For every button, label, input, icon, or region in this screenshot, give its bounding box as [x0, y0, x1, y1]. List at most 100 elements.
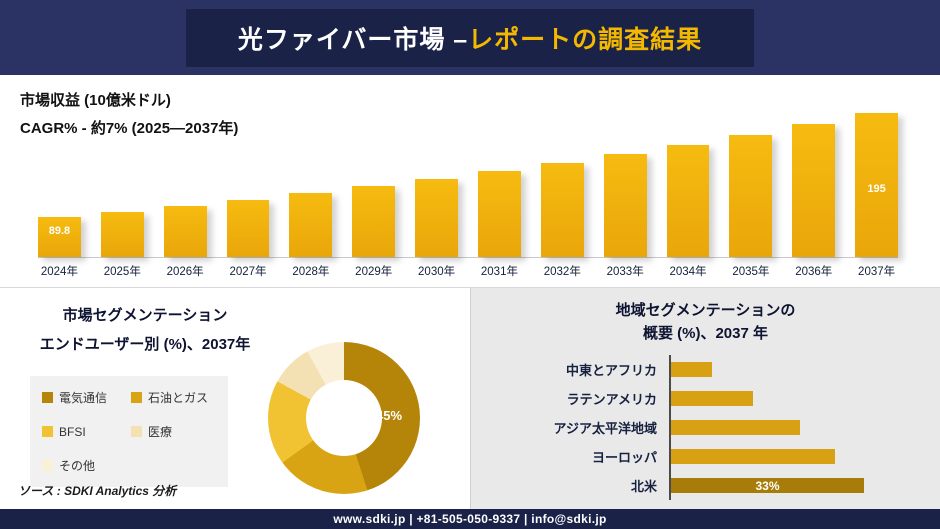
revenue-bar — [603, 154, 647, 257]
donut-hole — [306, 380, 382, 456]
revenue-bar-column — [666, 108, 710, 257]
revenue-bar-column — [603, 108, 647, 257]
revenue-bar — [729, 135, 773, 257]
revenue-bar — [478, 171, 521, 257]
revenue-bar-column — [478, 108, 521, 257]
x-axis-label: 2035年 — [732, 266, 770, 278]
x-axis-label: 2034年 — [669, 266, 707, 278]
revenue-bar: 89.8 — [38, 217, 81, 257]
region-row: 中東とアフリカ — [471, 355, 940, 384]
page-title-accent: レポートの調査結果 — [468, 25, 703, 54]
x-axis-label: 2026年 — [166, 266, 204, 278]
segmentation-title: 市場セグメンテーション エンドユーザー別 (%)、2037年 — [0, 302, 290, 359]
region-bar — [671, 420, 800, 435]
donut-value-label: 45% — [376, 408, 403, 423]
legend-label: 石油とガス — [148, 391, 209, 405]
bar-value-label: 33% — [755, 478, 780, 493]
legend-swatch — [131, 426, 142, 437]
revenue-bar-column — [226, 108, 270, 257]
footer-contact: www.sdki.jp | +81-505-050-9337 | info@sd… — [333, 512, 607, 526]
legend-item: BFSI — [42, 423, 127, 440]
revenue-chart-section: 市場収益 (10億米ドル) CAGR% - 約7% (2025―2037年) 8… — [0, 75, 940, 287]
header-title-box: 光ファイバー市場 –レポートの調査結果 — [185, 8, 755, 67]
revenue-bar-column — [163, 108, 207, 257]
region-bar-track — [669, 442, 940, 471]
x-axis-label: 2037年 — [858, 266, 896, 278]
revenue-bar — [289, 193, 333, 257]
revenue-bar — [540, 163, 584, 257]
region-row: ヨーロッパ — [471, 442, 940, 471]
x-axis-label: 2027年 — [229, 266, 267, 278]
revenue-bar-column — [729, 108, 773, 257]
source-note: ソース : SDKI Analytics 分析 — [18, 484, 177, 498]
revenue-cagr-label: CAGR% - 約7% (2025―2037年) — [20, 119, 239, 137]
page-title-main: 光ファイバー市場 – — [237, 25, 469, 54]
region-bar-track: 33% — [669, 471, 940, 500]
region-label: ヨーロッパ — [591, 450, 657, 465]
bottom-panels: 市場セグメンテーション エンドユーザー別 (%)、2037年 電気通信 石油とガス… — [0, 287, 940, 509]
header: 光ファイバー市場 –レポートの調査結果 — [0, 0, 940, 75]
legend-swatch — [42, 460, 53, 471]
x-axis-label: 2024年 — [40, 266, 78, 278]
legend-item: その他 — [42, 457, 127, 474]
regional-rows: 中東とアフリカ ラテンアメリカアジア太平洋地域ヨーロッパ北米 33% — [471, 355, 940, 500]
donut-chart-wrap: 45% — [268, 342, 420, 494]
region-bar — [671, 391, 753, 406]
revenue-bar-column — [540, 108, 584, 257]
revenue-metric-label: 市場収益 (10億米ドル) — [20, 92, 171, 109]
revenue-bar — [352, 186, 396, 257]
revenue-bar — [226, 200, 270, 257]
x-axis-label: 2025年 — [103, 266, 141, 278]
region-label: アジア太平洋地域 — [553, 421, 657, 436]
revenue-bar-column: 195 — [855, 108, 899, 257]
segment-legend: 電気通信 石油とガス BFSI 医療その他 — [30, 376, 228, 487]
revenue-bar-column — [415, 108, 459, 257]
page-title: 光ファイバー市場 –レポートの調査結果 — [238, 20, 702, 56]
legend-label: その他 — [59, 459, 96, 473]
revenue-bars: 89.8 195 — [38, 108, 899, 258]
revenue-bar — [415, 179, 459, 257]
revenue-bar — [792, 124, 836, 257]
x-axis-label: 2033年 — [606, 266, 644, 278]
region-bar-track — [669, 384, 940, 413]
revenue-bar-column: 89.8 — [38, 108, 81, 257]
x-axis-label: 2031年 — [480, 266, 518, 278]
x-axis-label: 2030年 — [418, 266, 456, 278]
region-row: ラテンアメリカ — [471, 384, 940, 413]
bar-value-label: 195 — [867, 183, 886, 195]
x-axis-label: 2036年 — [795, 266, 833, 278]
revenue-bar-column — [352, 108, 396, 257]
footer: www.sdki.jp | +81-505-050-9337 | info@sd… — [0, 509, 940, 529]
region-bar — [671, 362, 712, 377]
region-row: 北米 33% — [471, 471, 940, 500]
x-axis-label: 2029年 — [355, 266, 393, 278]
legend-label: 電気通信 — [59, 391, 108, 405]
region-bar — [671, 449, 835, 464]
region-label: 北米 — [630, 479, 657, 494]
regional-title-line2: 概要 (%)、2037 年 — [642, 324, 769, 342]
revenue-chart-meta: 市場収益 (10億米ドル) CAGR% - 約7% (2025―2037年) — [20, 87, 238, 143]
legend-swatch — [131, 392, 142, 403]
revenue-x-labels: 2024年 2025年 2026年 2027年 2028年 2029年 2030年 2031年… — [38, 263, 898, 279]
segmentation-title-line1: 市場セグメンテーション — [62, 307, 228, 324]
revenue-bar-column — [289, 108, 333, 257]
regional-title-line1: 地域セグメンテーションの — [615, 302, 796, 319]
region-row: アジア太平洋地域 — [471, 413, 940, 442]
x-axis-label: 2032年 — [543, 266, 581, 278]
region-label: 中東とアフリカ — [565, 363, 657, 378]
legend-label: 医療 — [148, 425, 173, 439]
segmentation-panel: 市場セグメンテーション エンドユーザー別 (%)、2037年 電気通信 石油とガス… — [0, 288, 470, 509]
region-label: ラテンアメリカ — [566, 392, 657, 407]
legend-item: 医療 — [131, 423, 216, 440]
legend-item: 電気通信 — [42, 389, 127, 406]
revenue-bar-column — [792, 108, 836, 257]
bar-value-label: 89.8 — [48, 225, 71, 237]
revenue-bar — [666, 145, 710, 257]
revenue-bar-column — [100, 108, 144, 257]
legend-label: BFSI — [59, 424, 86, 439]
revenue-bar — [163, 206, 207, 257]
x-axis-label: 2028年 — [292, 266, 330, 278]
region-bar-track — [669, 355, 940, 384]
revenue-bar — [100, 212, 144, 257]
